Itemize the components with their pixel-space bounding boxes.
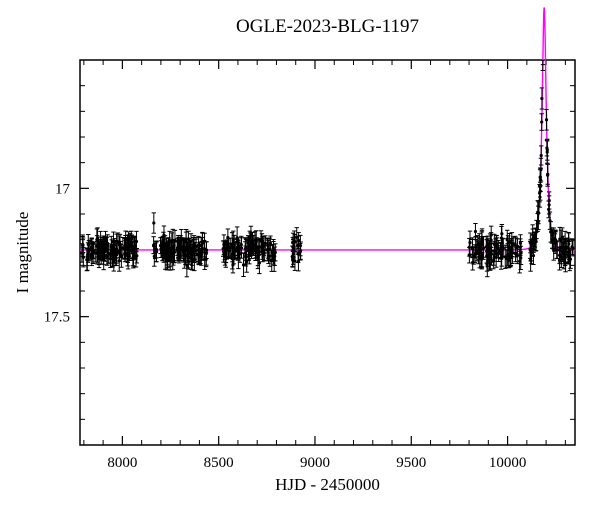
x-tick-label: 9000 xyxy=(300,455,330,471)
y-tick-label: 17 xyxy=(55,181,71,197)
lightcurve-chart: OGLE-2023-BLG-1197 8000 8500 9000 9500 10000 1… xyxy=(0,0,600,512)
chart-title: OGLE-2023-BLG-1197 xyxy=(236,16,419,37)
y-tick-label: 17.5 xyxy=(44,310,70,326)
x-axis-label: HJD - 2450000 xyxy=(275,475,380,494)
y-axis-label: I magnitude xyxy=(13,212,32,294)
data-points-group xyxy=(80,1,575,276)
x-tick-label: 8500 xyxy=(204,455,234,471)
x-tick-label: 9500 xyxy=(396,455,426,471)
x-tick-label: 8000 xyxy=(107,455,137,471)
x-tick-label: 10000 xyxy=(489,455,527,471)
